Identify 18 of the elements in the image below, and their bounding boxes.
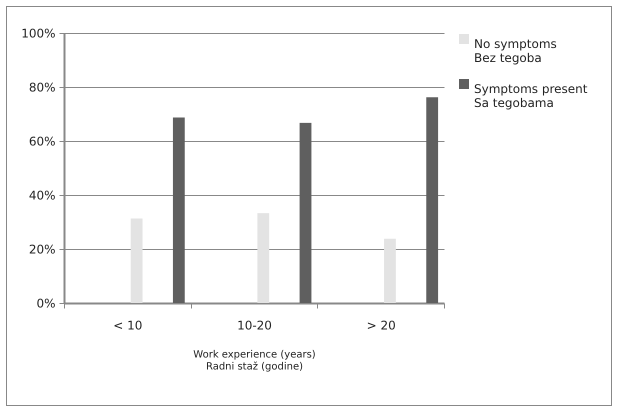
bar — [426, 97, 438, 303]
x-tick-label: 10-20 — [237, 318, 272, 332]
y-tick-label: 80% — [28, 80, 56, 94]
legend-label: Symptoms present Sa tegobama — [474, 82, 588, 110]
y-tick-label: 20% — [28, 242, 56, 256]
bar — [384, 238, 396, 303]
x-tick-label: < 10 — [113, 318, 142, 332]
bar — [257, 213, 270, 303]
bar — [172, 118, 185, 303]
y-tick-label: 0% — [36, 296, 56, 310]
x-tick-label: > 20 — [366, 318, 396, 332]
y-tick-label: 60% — [28, 134, 56, 148]
y-tick-label: 100% — [21, 26, 56, 40]
bar — [300, 122, 312, 303]
x-axis-title: Work experience (years) Radni staž (godine) — [193, 350, 316, 372]
y-tick-label: 40% — [28, 188, 56, 202]
legend-label: No symptoms Bez tegoba — [474, 37, 557, 65]
bar — [130, 218, 143, 303]
